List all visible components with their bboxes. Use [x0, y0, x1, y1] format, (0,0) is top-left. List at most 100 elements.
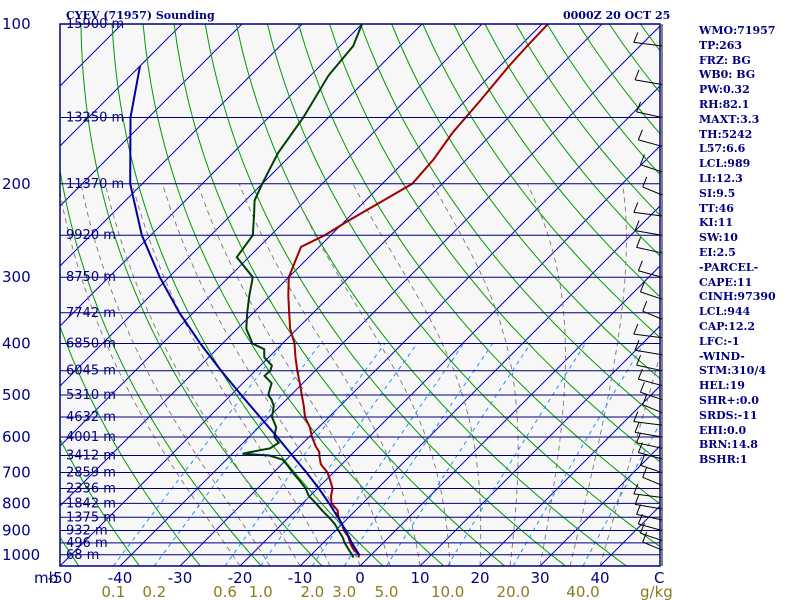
- height-label: 5310 m: [66, 388, 116, 403]
- wind-barb-staff: [638, 452, 663, 460]
- wind-barb-flag: [634, 422, 640, 433]
- wind-barb-flag: [636, 101, 642, 113]
- wind-barb-flag: [636, 432, 642, 443]
- wind-barb: [639, 523, 663, 541]
- wind-barb-flag: [642, 394, 648, 405]
- height-label: 1375 m: [66, 510, 116, 525]
- wind-barb-staff: [640, 164, 663, 173]
- wind-barb: [642, 394, 663, 414]
- mixing-ratio-line: [224, 343, 386, 566]
- plot-frame: [59, 23, 661, 567]
- wind-barb-flag: [636, 354, 642, 366]
- wind-barb-staff: [634, 431, 663, 438]
- wind-barb-flag: [639, 455, 645, 466]
- stat-item: TH:5242: [699, 127, 753, 141]
- dry-adiabat-line: [60, 167, 262, 566]
- wind-barb-flag: [633, 202, 639, 213]
- dry-adiabat-line: [266, 24, 660, 548]
- stat-item: PW:0.32: [699, 83, 750, 97]
- stat-item: WB0: BG: [699, 68, 756, 82]
- pressure-label: 500: [2, 386, 31, 404]
- wind-barb: [633, 202, 663, 217]
- height-label: 68 m: [66, 548, 99, 563]
- wind-barb-staff: [636, 442, 663, 449]
- height-label: 2859 m: [66, 466, 116, 481]
- wind-barb: [636, 504, 663, 521]
- mixing-ratio-line: [311, 343, 465, 566]
- wind-barb-staff: [636, 246, 663, 254]
- stat-item: -PARCEL-: [699, 260, 759, 274]
- stat-item: TT:46: [699, 201, 734, 215]
- wind-barb-flag: [639, 281, 645, 293]
- wind-barb-staff: [634, 503, 663, 510]
- stat-item: CAP:12.2: [699, 319, 756, 333]
- dry-adiabat-line: [60, 324, 201, 566]
- x-axis-unit-mb: mb: [34, 569, 58, 587]
- wind-barb: [633, 323, 663, 339]
- isotherm-line: [479, 385, 660, 566]
- wind-barb-staff: [638, 523, 663, 531]
- stat-item: SW:10: [699, 231, 738, 245]
- stat-item: LI:12.3: [699, 171, 743, 185]
- moist-adiabat-line: [352, 183, 482, 566]
- dry-adiabat-line: [235, 24, 627, 566]
- dry-adiabat-line: [80, 24, 323, 566]
- wind-barb-flag: [634, 494, 640, 505]
- wind-barb-staff: [634, 230, 663, 236]
- wind-barb-flag: [634, 220, 640, 231]
- wind-barb-staff: [642, 404, 663, 414]
- wind-barb-staff: [642, 310, 663, 320]
- temp-tick-label: -40: [108, 569, 133, 587]
- isotherm-line: [60, 24, 243, 207]
- isobar-lines: [59, 23, 661, 567]
- wind-barb: [637, 513, 663, 531]
- temp-tick-label: 40: [590, 569, 609, 587]
- wind-barb-flag: [633, 411, 639, 422]
- wind-barb: [636, 432, 663, 449]
- wind-barb: [642, 467, 663, 486]
- wind-barb-staff: [633, 41, 663, 47]
- temp-tick-label: -20: [228, 569, 253, 587]
- height-label: 13250 m: [66, 110, 124, 125]
- mixing-ratio-line: [343, 343, 494, 566]
- height-label: 2336 m: [66, 481, 116, 496]
- isotherm-line: [60, 24, 543, 507]
- stat-item: LCL:989: [699, 157, 751, 171]
- wind-barb: [639, 382, 663, 401]
- height-label: 496 m: [66, 536, 108, 551]
- stats-panel: WMO:71957 TP:263 FRZ: BG WB0: BG PW:0.32 RH:8…: [699, 24, 776, 468]
- wind-barb: [633, 32, 663, 47]
- wind-barb: [642, 531, 663, 551]
- height-label: 3412 m: [66, 448, 116, 463]
- isotherm-line: [239, 145, 660, 566]
- mixing-ratio-line: [153, 343, 321, 566]
- stat-item: SHR+:0.0: [699, 393, 759, 407]
- stat-item: BSHR:1: [699, 453, 748, 467]
- temp-tick-label: -10: [288, 569, 313, 587]
- moist-adiabat-line: [431, 183, 519, 566]
- mixing-ratio-label: 2.0: [300, 583, 324, 600]
- pressure-label: 800: [2, 494, 31, 512]
- height-label: 9920 m: [66, 228, 116, 243]
- isotherm-line: [539, 445, 660, 566]
- mixing-ratio-label: 0.6: [213, 583, 237, 600]
- height-label: 6045 m: [66, 364, 116, 379]
- temp-tick-label: 30: [530, 569, 549, 587]
- wind-barb-staff: [640, 532, 663, 541]
- mixing-ratio-label: 20.0: [497, 583, 530, 600]
- mixing-ratio-label: 0.2: [142, 583, 166, 600]
- wind-barb: [642, 176, 663, 196]
- wind-barb-staff: [638, 378, 663, 387]
- stat-item: LFC:-1: [699, 334, 740, 348]
- wind-barb: [639, 281, 663, 300]
- wind-barb-flag: [636, 237, 642, 248]
- wind-barb-staff: [638, 139, 663, 147]
- wind-barb-staff: [638, 270, 663, 278]
- pressure-label: 100: [2, 15, 31, 33]
- stat-item: STM:310/4: [699, 364, 766, 378]
- wind-barb: [639, 154, 663, 173]
- stat-item: HEL:19: [699, 379, 745, 393]
- wind-barb: [642, 301, 663, 320]
- isotherm-line: [60, 24, 183, 147]
